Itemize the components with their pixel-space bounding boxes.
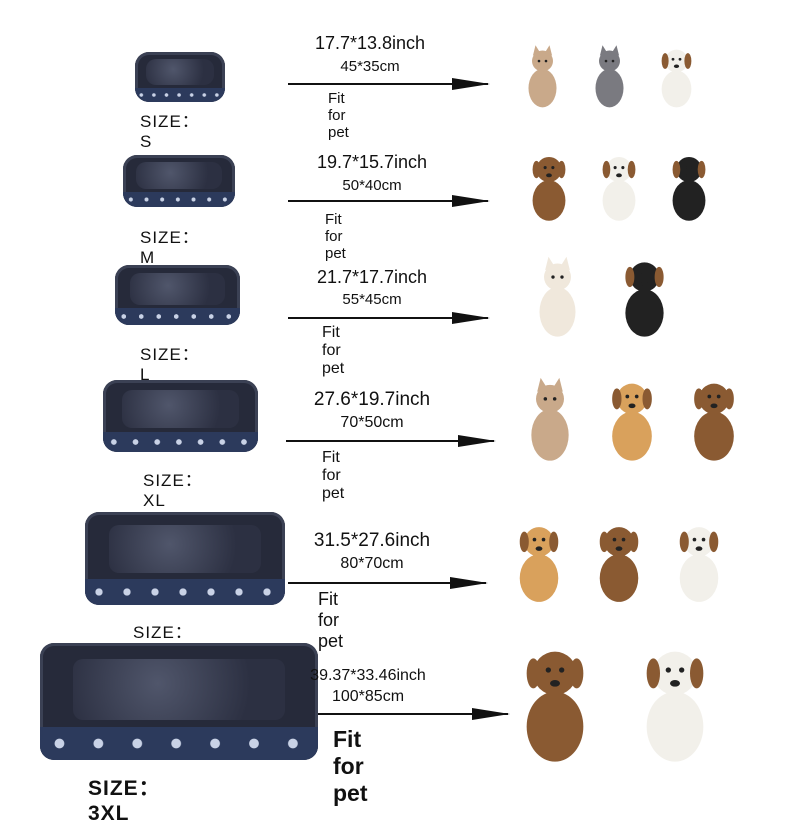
cm-dimensions: 55*45cm xyxy=(342,291,402,308)
cm-dimensions: 100*85cm xyxy=(331,688,405,705)
cm-dimensions: 50*40cm xyxy=(342,177,402,194)
dog-image xyxy=(661,49,692,108)
inch-dimensions: 19.7*15.7inch xyxy=(316,152,428,172)
bed-paw-print-band xyxy=(135,88,225,102)
fit-for-pet-label: Fit for pet xyxy=(322,324,345,377)
cm-dimensions: 70*50cm xyxy=(340,414,404,431)
dog-image xyxy=(672,156,706,221)
size-label: SIZE：L xyxy=(140,345,200,384)
pet-bed-image xyxy=(123,155,235,207)
bed-paw-print-band xyxy=(123,192,235,207)
dog-image xyxy=(612,383,652,461)
size-label: SIZE：3XL xyxy=(88,777,161,825)
dog-image xyxy=(602,156,636,221)
fit-for-pet-label: Fit for pet xyxy=(333,726,368,806)
bed-paw-print-band xyxy=(115,308,240,325)
dog-image xyxy=(694,383,734,461)
fit-for-pet-label: Fit for pet xyxy=(328,90,349,141)
cat-image xyxy=(531,377,569,461)
dog-image xyxy=(526,651,584,762)
bed-cushion xyxy=(121,390,240,428)
cat-image xyxy=(595,45,624,108)
dog-image xyxy=(646,651,704,762)
fit-for-pet-label: Fit for pet xyxy=(325,211,346,262)
dog-image xyxy=(625,262,664,337)
pet-bed-image xyxy=(103,380,258,452)
arrow-icon xyxy=(288,195,490,207)
fit-for-pet-label: Fit for pet xyxy=(318,589,344,651)
bed-cushion xyxy=(109,525,261,574)
bed-paw-print-band xyxy=(40,727,318,760)
size-label: SIZE：M xyxy=(140,228,200,267)
bed-cushion xyxy=(130,273,225,305)
dog-image xyxy=(519,527,559,602)
inch-dimensions: 27.6*19.7inch xyxy=(313,389,431,410)
pet-bed-image xyxy=(115,265,240,325)
cat-image xyxy=(539,256,576,337)
size-label: SIZE：XL xyxy=(143,471,203,510)
inch-dimensions: 17.7*13.8inch xyxy=(314,33,426,53)
cm-dimensions: 45*35cm xyxy=(340,58,400,75)
dog-image xyxy=(599,527,639,602)
inch-dimensions: 21.7*17.7inch xyxy=(316,267,428,287)
bed-paw-print-band xyxy=(85,578,285,605)
size-label: SIZE：S xyxy=(140,112,200,151)
fit-for-pet-label: Fit for pet xyxy=(322,449,345,502)
pet-bed-image xyxy=(85,512,285,605)
bed-cushion xyxy=(145,59,215,85)
bed-cushion xyxy=(136,162,222,190)
bed-cushion xyxy=(73,659,285,721)
inch-dimensions: 31.5*27.6inch xyxy=(313,530,431,551)
cm-dimensions: 80*70cm xyxy=(340,555,404,572)
arrow-icon xyxy=(288,577,488,589)
dog-image xyxy=(679,527,719,602)
inch-dimensions: 39.37*33.46inch xyxy=(310,667,426,684)
arrow-icon xyxy=(286,435,496,447)
pet-bed-image xyxy=(40,643,318,760)
arrow-icon xyxy=(288,312,490,324)
dog-image xyxy=(532,156,566,221)
cat-image xyxy=(528,45,557,108)
arrow-icon xyxy=(288,78,490,90)
arrow-icon xyxy=(318,708,510,720)
pet-bed-image xyxy=(135,52,225,102)
bed-paw-print-band xyxy=(103,431,258,452)
